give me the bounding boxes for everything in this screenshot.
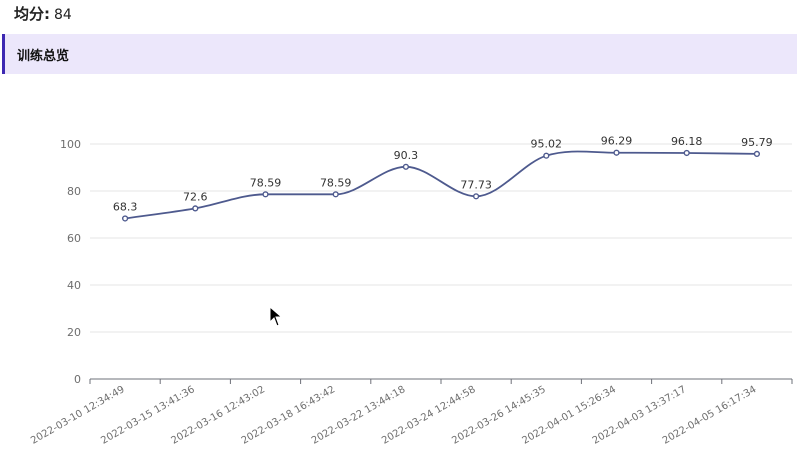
data-label: 72.6	[183, 190, 208, 203]
data-label: 96.18	[671, 135, 703, 148]
y-tick-label: 80	[67, 185, 81, 198]
data-point	[753, 150, 761, 157]
mouse-cursor-icon	[269, 306, 283, 327]
y-tick-label: 100	[60, 138, 81, 151]
data-label: 90.3	[394, 149, 419, 162]
average-score-label: 均分:	[14, 5, 50, 23]
data-point	[543, 152, 550, 159]
y-tick-label: 40	[67, 279, 81, 292]
data-label: 95.02	[531, 138, 563, 151]
section-title: 训练总览	[17, 49, 70, 64]
data-point	[332, 191, 339, 198]
data-point	[262, 191, 269, 198]
data-point	[613, 149, 620, 156]
y-tick-label: 20	[67, 326, 81, 339]
y-tick-label: 0	[74, 373, 81, 386]
data-label: 78.59	[320, 176, 352, 189]
average-score: 均分: 84	[14, 4, 72, 25]
data-point	[683, 149, 690, 157]
data-point	[402, 163, 410, 170]
data-label: 78.59	[250, 176, 282, 189]
data-point	[192, 205, 199, 212]
data-point	[121, 215, 129, 222]
series-line	[124, 150, 757, 220]
section-header: 训练总览	[2, 34, 797, 74]
data-point	[473, 193, 480, 200]
y-tick-label: 60	[67, 232, 81, 245]
average-score-value: 84	[54, 7, 72, 23]
data-label: 95.79	[741, 136, 773, 149]
data-label: 68.3	[113, 200, 138, 213]
data-label: 77.73	[460, 178, 492, 191]
data-label: 96.29	[601, 135, 633, 148]
